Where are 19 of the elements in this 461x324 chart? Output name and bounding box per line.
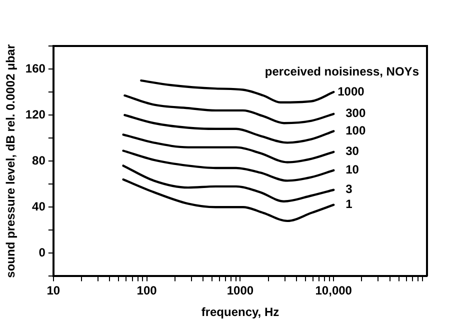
series-label: 1000 (338, 84, 365, 98)
x-tick-label: 1000 (226, 284, 254, 298)
y-tick-label: 80 (32, 153, 46, 168)
series-label: 30 (346, 144, 360, 158)
series-label: 300 (346, 106, 366, 120)
x-tick-label: 100 (136, 284, 158, 298)
y-tick-label: 0 (38, 245, 46, 260)
legend-title: perceived noisiness, NOYs (264, 64, 420, 78)
series-label: 10 (346, 162, 360, 177)
series-label: 3 (346, 182, 353, 196)
series-label: 100 (346, 123, 366, 138)
y-tick-label: 160 (25, 61, 46, 76)
series-label: 1 (346, 197, 353, 212)
y-axis-title: sound pressure level, dB rel. 0.0002 μbar (4, 44, 18, 278)
x-tick-label: 10,000 (315, 284, 352, 298)
y-tick-label: 40 (32, 199, 46, 214)
x-axis-title: frequency, Hz (201, 305, 280, 320)
x-tick-label: 10 (46, 284, 60, 298)
y-tick-label: 120 (25, 107, 46, 122)
